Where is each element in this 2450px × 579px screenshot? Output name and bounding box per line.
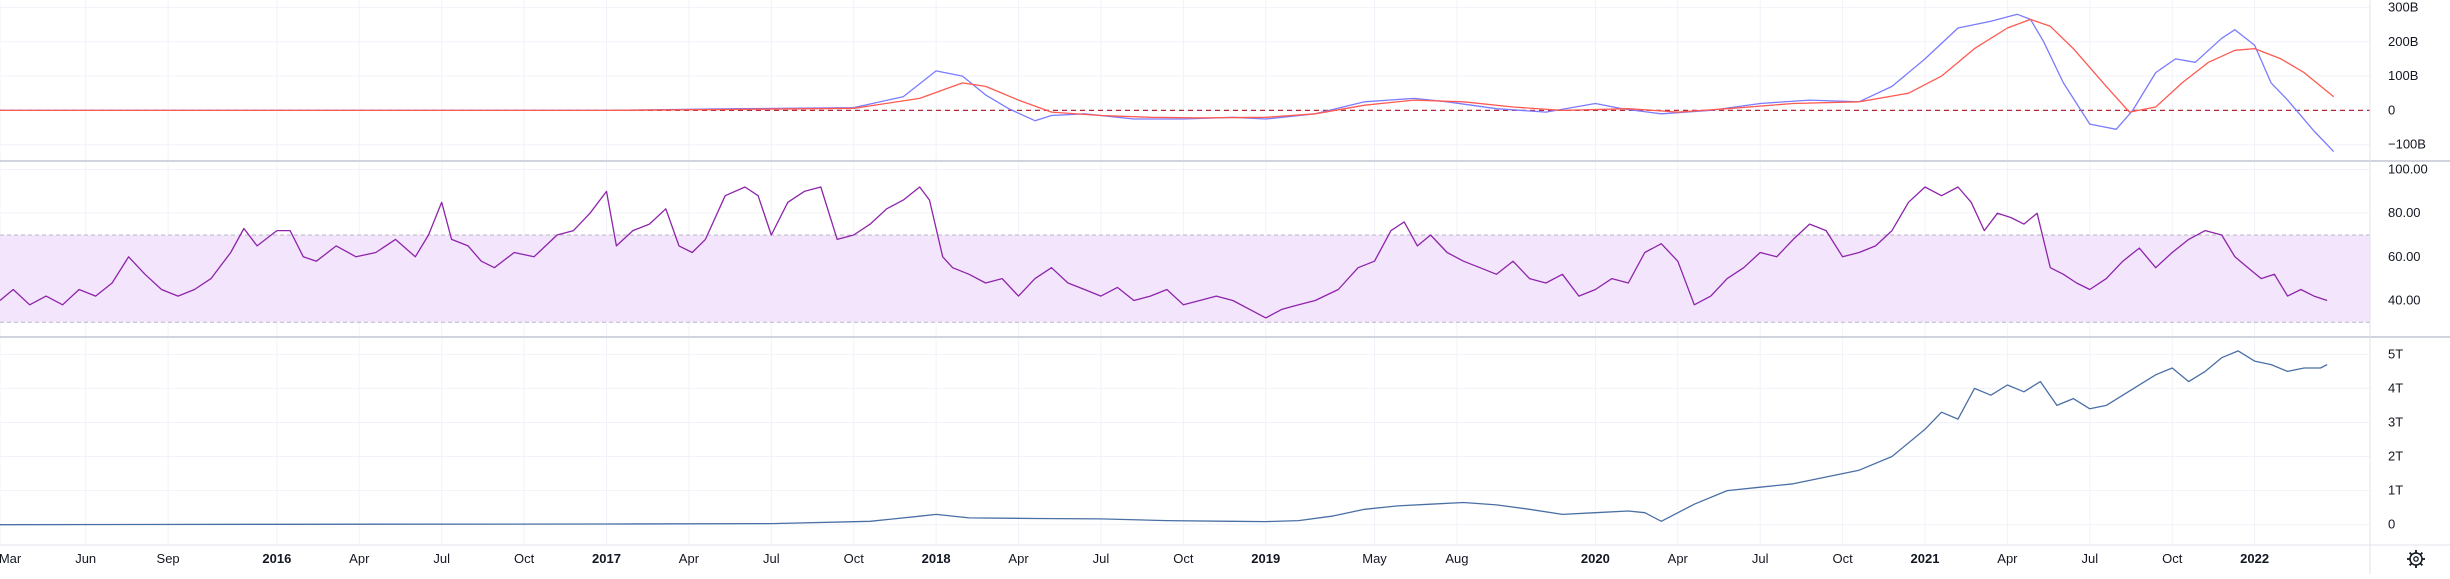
- series-layer: [0, 13, 2335, 526]
- time-tick-label: Sep: [157, 551, 180, 566]
- price-tick-label: 0: [2388, 102, 2395, 117]
- time-tick-label: Oct: [844, 551, 865, 566]
- time-tick-label: Apr: [1008, 551, 1029, 566]
- time-tick-label: 2019: [1251, 551, 1280, 566]
- time-tick-label: Oct: [514, 551, 535, 566]
- time-tick-label: Jun: [75, 551, 96, 566]
- time-tick-label: Apr: [679, 551, 700, 566]
- time-tick-label: Jul: [433, 551, 450, 566]
- price-tick-label: 200B: [2388, 34, 2418, 49]
- time-tick-label: May: [1362, 551, 1387, 566]
- time-tick-label: Jul: [2082, 551, 2099, 566]
- time-tick-label: Apr: [349, 551, 370, 566]
- rsi-series-line[interactable]: [0, 186, 2328, 319]
- price-tick-label: 300B: [2388, 0, 2418, 14]
- macd-series-line[interactable]: [0, 13, 2335, 153]
- time-tick-label: Oct: [1173, 551, 1194, 566]
- price-axis-layer: 300B 200B 100B 0 −100B 100.00 80.00 60.00 40.00 5…: [2388, 0, 2428, 532]
- signal-series-line[interactable]: [0, 18, 2335, 119]
- time-tick-label: Apr: [1997, 551, 2018, 566]
- price-tick-label: 100B: [2388, 68, 2418, 83]
- time-tick-label: 2021: [1911, 551, 1940, 566]
- price-tick-label: 1T: [2388, 483, 2403, 498]
- price-tick-label: 60.00: [2388, 249, 2421, 264]
- price-tick-label: 40.00: [2388, 292, 2421, 307]
- time-tick-label: Jul: [1093, 551, 1110, 566]
- time-tick-label: 2016: [262, 551, 291, 566]
- time-axis-layer: Mar Jun Sep 2016 Apr Jul Oct 2017 Apr Jul Oct 2018 A…: [0, 551, 2269, 566]
- time-tick-label: 2020: [1581, 551, 1610, 566]
- price-tick-label: 0: [2388, 517, 2395, 532]
- price-tick-label: 3T: [2388, 414, 2403, 429]
- settings-icon[interactable]: [2407, 550, 2425, 568]
- time-tick-label: Aug: [1445, 551, 1468, 566]
- price-tick-label: 2T: [2388, 449, 2403, 464]
- price-tick-label: 5T: [2388, 346, 2403, 361]
- price-series-line[interactable]: [0, 350, 2328, 526]
- price-tick-label: 100.00: [2388, 162, 2428, 177]
- rsi-band: [0, 235, 2370, 323]
- time-tick-label: Jul: [763, 551, 780, 566]
- rsi-band-layer: [0, 109, 2370, 323]
- price-tick-label: 4T: [2388, 380, 2403, 395]
- time-tick-label: 2022: [2240, 551, 2269, 566]
- time-tick-label: 2018: [922, 551, 951, 566]
- price-tick-label: 80.00: [2388, 205, 2421, 220]
- time-tick-label: Jul: [1752, 551, 1769, 566]
- time-tick-label: Oct: [2162, 551, 2183, 566]
- price-tick-label: −100B: [2388, 137, 2426, 152]
- time-tick-label: 2017: [592, 551, 621, 566]
- time-tick-label: Mar: [0, 551, 22, 566]
- time-tick-label: Apr: [1668, 551, 1689, 566]
- time-tick-label: Oct: [1832, 551, 1853, 566]
